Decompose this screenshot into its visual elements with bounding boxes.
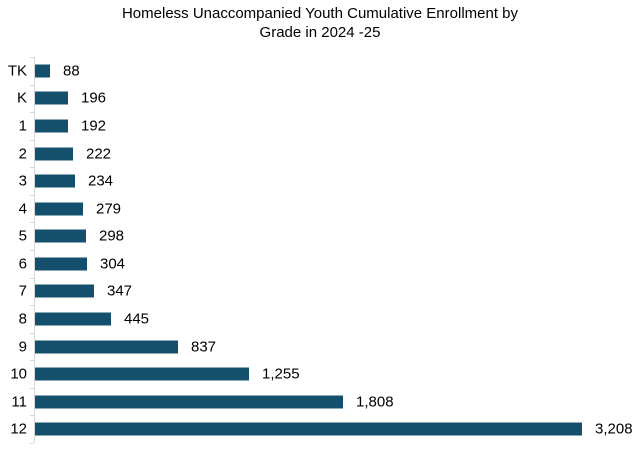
y-axis-tick	[30, 360, 34, 361]
category-label: 2	[18, 145, 27, 162]
y-axis-tick	[30, 443, 34, 444]
y-axis-tick	[30, 222, 34, 223]
value-label: 1,808	[356, 393, 394, 411]
bar	[35, 340, 178, 353]
value-label: 1,255	[262, 365, 300, 383]
y-axis-tick	[30, 333, 34, 334]
y-axis-tick	[30, 167, 34, 168]
bar	[35, 64, 50, 78]
bar	[35, 229, 86, 243]
chart-title: Homeless Unaccompanied Youth Cumulative …	[0, 4, 640, 42]
value-label: 445	[124, 310, 150, 328]
y-axis-line	[34, 57, 35, 443]
category-label: 10	[10, 365, 27, 383]
y-axis-tick	[30, 388, 34, 389]
bar	[35, 312, 111, 326]
y-axis-tick	[30, 305, 34, 306]
value-label: 88	[63, 62, 80, 80]
bar	[35, 395, 343, 409]
category-label: 11	[11, 393, 27, 411]
value-label: 222	[86, 145, 112, 162]
bar	[35, 284, 94, 298]
chart-title-line1: Homeless Unaccompanied Youth Cumulative …	[121, 5, 519, 22]
category-label: 6	[18, 255, 27, 273]
y-axis-tick	[30, 85, 34, 86]
category-label: 8	[18, 310, 27, 328]
category-label: TK	[7, 62, 27, 80]
y-axis-tick	[30, 415, 34, 416]
value-label: 196	[81, 89, 107, 107]
category-label: 12	[10, 420, 27, 438]
value-label: 192	[81, 117, 107, 135]
y-axis-tick	[30, 112, 34, 113]
category-label: K	[16, 89, 27, 107]
value-label: 304	[100, 255, 126, 273]
bar	[35, 367, 249, 381]
chart-title-line2: Grade in 2024 -25	[259, 24, 381, 41]
value-label: 347	[107, 282, 133, 300]
y-axis-tick	[30, 57, 34, 58]
y-axis-tick	[30, 195, 34, 196]
value-label: 3,208	[595, 420, 633, 438]
value-label: 298	[99, 227, 125, 245]
bar	[35, 174, 75, 188]
category-label: 7	[18, 282, 27, 300]
category-label: 4	[18, 200, 27, 218]
category-label: 3	[18, 172, 27, 190]
bar	[35, 119, 68, 133]
category-label: 1	[18, 117, 27, 135]
value-label: 279	[96, 200, 122, 218]
category-label: 5	[18, 227, 27, 245]
y-axis-tick	[30, 140, 34, 141]
bar	[35, 147, 73, 160]
value-label: 837	[191, 338, 217, 355]
y-axis-tick	[30, 278, 34, 279]
value-label: 234	[88, 172, 114, 190]
y-axis-tick	[30, 250, 34, 251]
bar	[35, 257, 87, 271]
bar	[35, 202, 83, 216]
bar	[35, 91, 68, 105]
category-label: 9	[18, 338, 27, 355]
bar	[35, 422, 582, 436]
